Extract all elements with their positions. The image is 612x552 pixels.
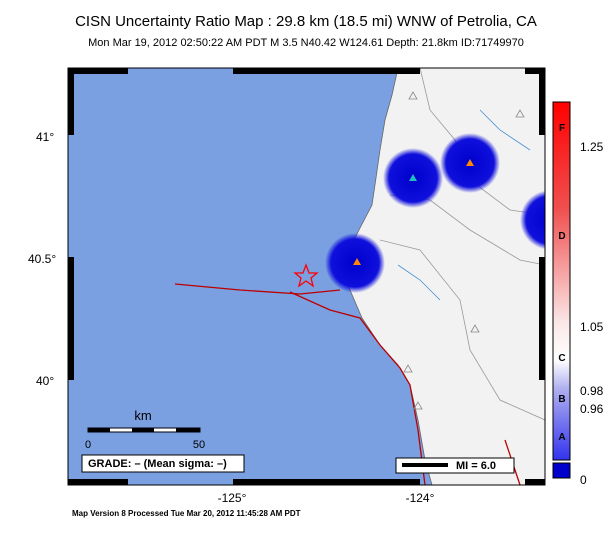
ratio: 1.05 bbox=[580, 320, 604, 334]
faults bbox=[174, 283, 521, 485]
grade-box bbox=[81, 454, 245, 473]
grade-labels: F D C B A bbox=[558, 123, 565, 443]
stations bbox=[403, 91, 525, 410]
mi-box bbox=[395, 457, 515, 474]
grade-text: GRADE: – (Mean sigma: –) bbox=[88, 458, 227, 470]
station bbox=[353, 258, 361, 265]
ratio: 0 bbox=[580, 473, 587, 487]
station bbox=[466, 159, 474, 166]
grade: B bbox=[558, 394, 565, 405]
map bbox=[68, 68, 545, 485]
grade: C bbox=[558, 353, 565, 364]
rivers bbox=[397, 109, 531, 301]
ratio: 0.98 bbox=[580, 384, 604, 398]
scale-bar bbox=[87, 427, 201, 433]
grade: A bbox=[558, 432, 565, 443]
ratio: 1.25 bbox=[580, 140, 604, 154]
grade: D bbox=[558, 231, 565, 242]
scale-unit: km bbox=[134, 408, 151, 423]
ratio-labels: 1.25 1.05 0.98 0.96 0 bbox=[580, 140, 604, 487]
lat-label: 40.5° bbox=[28, 252, 56, 266]
ratio: 0.96 bbox=[580, 402, 604, 416]
epicenter-star bbox=[293, 263, 319, 288]
footer: Map Version 8 Processed Tue Mar 20, 2012… bbox=[72, 509, 301, 518]
scale-label: 0 bbox=[85, 439, 91, 451]
grade: F bbox=[559, 123, 565, 134]
lon-label: -125° bbox=[218, 491, 247, 505]
colorbar bbox=[552, 101, 571, 461]
scale-label: 50 bbox=[193, 439, 205, 451]
subtitle: Mon Mar 19, 2012 02:50:22 AM PDT M 3.5 N… bbox=[88, 37, 524, 49]
title: CISN Uncertainty Ratio Map : 29.8 km (18… bbox=[75, 13, 537, 30]
mi-text: MI = 6.0 bbox=[456, 460, 496, 472]
station-circle bbox=[520, 190, 545, 250]
lat-label: 40° bbox=[36, 374, 54, 388]
lon-label: -124° bbox=[406, 491, 435, 505]
colorbar-nodata bbox=[552, 462, 571, 479]
lat-label: 41° bbox=[36, 130, 54, 144]
frame-ticks bbox=[68, 68, 545, 485]
station bbox=[409, 174, 417, 181]
